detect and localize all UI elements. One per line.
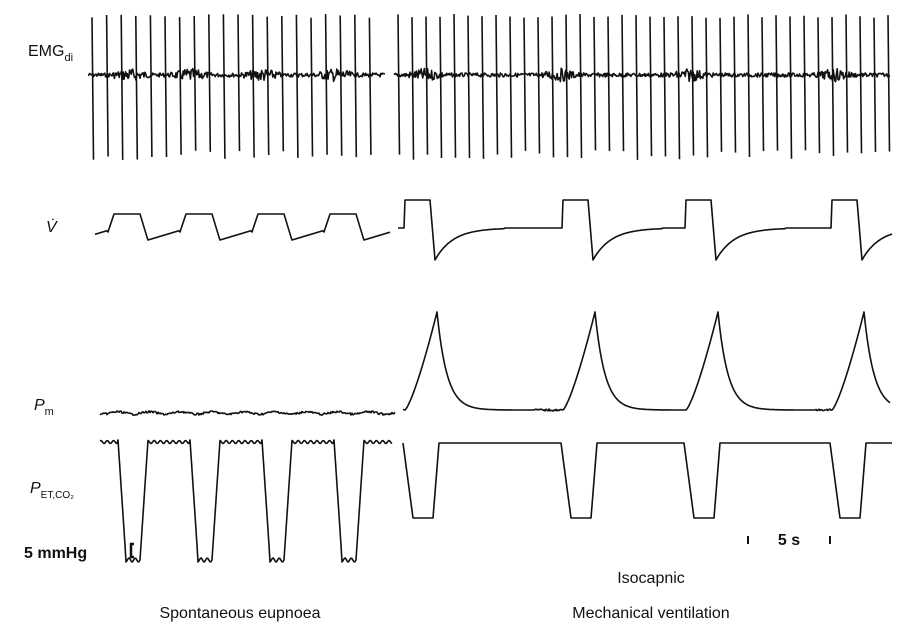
emg-spike [677, 16, 681, 160]
flow-label: V̇ [46, 218, 58, 236]
emg-spike [845, 14, 849, 153]
emg-spike [775, 15, 779, 151]
petco2-sub: ET,CO₂ [41, 490, 74, 501]
emg-spike [193, 16, 197, 151]
emg-spike [831, 17, 835, 156]
emg-spike [551, 16, 555, 158]
emg-spike [509, 16, 513, 158]
emg-spike [607, 16, 611, 152]
emg-baseline [87, 67, 386, 83]
emg-spike [803, 15, 807, 151]
emg-spike [281, 16, 285, 152]
emg-spike [565, 14, 569, 158]
emg-spike [747, 14, 751, 157]
emg-spike [354, 14, 358, 158]
emg-spike [411, 17, 415, 160]
time-scale-label: 5 s [778, 532, 800, 549]
petco2-trace [402, 442, 892, 519]
petco2-main: P [30, 480, 41, 497]
pm-main: P [34, 397, 45, 414]
petco2-trace [99, 439, 393, 563]
emg-spike [481, 16, 485, 159]
emg-spike [859, 16, 863, 154]
emg-spike [439, 16, 443, 158]
emg-spike [523, 17, 527, 151]
emg-spike [295, 14, 299, 158]
pm-trace [99, 410, 396, 416]
emg-spike [222, 14, 226, 159]
pressure-scale-label: 5 mmHg [24, 545, 87, 562]
emg-spike [705, 17, 709, 158]
emg-spike [579, 14, 583, 158]
emg-spike [691, 16, 695, 156]
flow-trace [94, 213, 391, 241]
emg-spike [719, 17, 723, 152]
pressure-scale-bar [129, 542, 134, 559]
emg-main: EMG [28, 43, 64, 60]
petco2-label: PET,CO₂ [30, 480, 74, 501]
emg-spike [467, 15, 471, 159]
flow-trace [398, 199, 893, 261]
condition-label: Isocapnic [617, 570, 685, 587]
emg-spike [251, 14, 255, 158]
emg-spike [266, 16, 270, 156]
emg-spike [537, 17, 541, 154]
emg-spike [873, 17, 877, 152]
emg-spike [120, 14, 124, 160]
emg-spike [237, 14, 241, 152]
emg-spike [91, 17, 95, 160]
emg-spike [649, 16, 653, 157]
panel-label: Spontaneous eupnoea [159, 605, 320, 622]
emg-spike [368, 17, 372, 155]
emg-spike [663, 16, 667, 157]
emg-baseline [393, 67, 891, 83]
emg-spike [178, 17, 182, 155]
pm-sub: m [45, 406, 54, 418]
emg-spike [635, 15, 639, 160]
emg-spike [149, 15, 153, 158]
emg-spike [164, 16, 168, 158]
emg-spike [817, 17, 821, 154]
emg-spike [397, 14, 401, 155]
emg-spike [135, 15, 139, 160]
emg-spike [495, 14, 499, 155]
emg-spike [105, 14, 109, 157]
emg-spike [789, 16, 793, 159]
emg-spike [621, 14, 625, 152]
emg-sub: di [64, 52, 73, 64]
emg-spike [733, 16, 737, 153]
panel-label: Mechanical ventilation [572, 605, 729, 622]
emg-spike [310, 17, 314, 157]
emg-spike [324, 14, 328, 155]
pm-trace [402, 311, 891, 412]
traces [87, 14, 893, 563]
emg-spike [761, 17, 765, 152]
emg-spike [593, 16, 597, 151]
emg-spike [453, 14, 457, 158]
emg-spike [425, 16, 429, 155]
emg-label: EMGdi [28, 43, 73, 64]
pm-label: Pm [34, 397, 54, 418]
emg-spike [339, 15, 343, 156]
emg-spike [208, 14, 212, 152]
emg-spike [887, 15, 891, 152]
